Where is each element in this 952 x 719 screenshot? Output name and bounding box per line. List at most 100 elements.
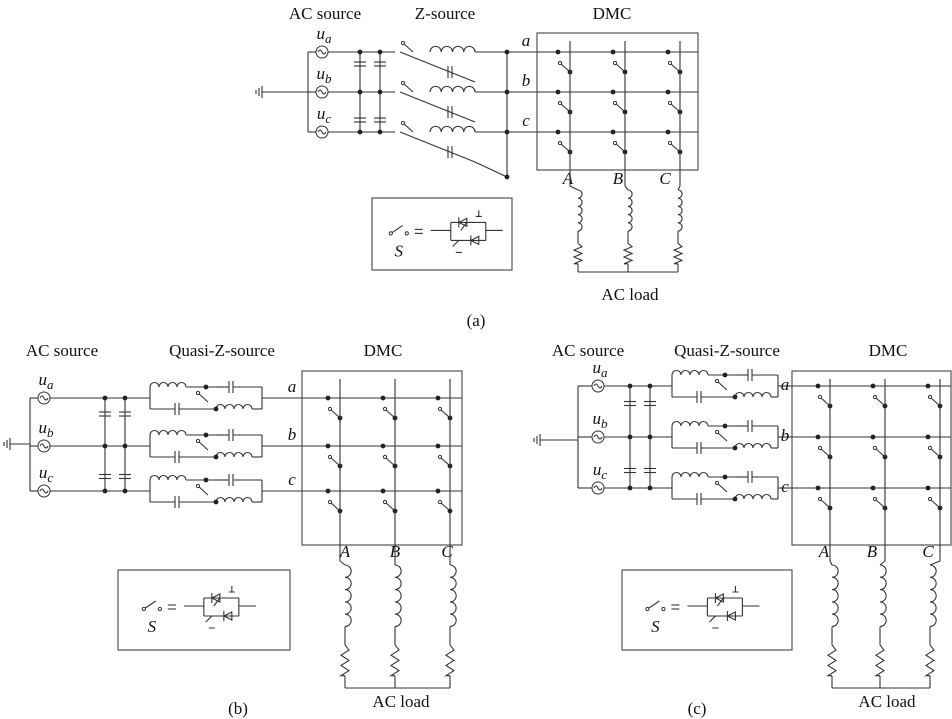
switch-contact <box>328 455 331 458</box>
switch-contact <box>928 395 931 398</box>
switch-contact <box>558 101 561 104</box>
inductor <box>735 444 771 449</box>
source-symbol: u <box>39 370 48 389</box>
switch-contact <box>668 141 671 144</box>
node <box>611 90 616 95</box>
switch-symbol: S <box>395 241 404 260</box>
node <box>378 90 383 95</box>
node <box>556 130 561 135</box>
node <box>204 478 209 483</box>
source-symbol: u <box>317 24 326 43</box>
node <box>556 50 561 55</box>
wire <box>930 561 940 565</box>
source-name: uc <box>317 104 332 126</box>
node <box>381 489 386 494</box>
switch-contact <box>438 455 441 458</box>
switch-contact <box>558 141 561 144</box>
switch-contact <box>873 446 876 449</box>
resistor <box>828 645 836 676</box>
output-phase-label: A <box>562 169 574 188</box>
node <box>871 384 876 389</box>
node <box>505 50 510 55</box>
resistor <box>341 645 349 676</box>
node <box>378 50 383 55</box>
node <box>358 90 363 95</box>
switch-contact <box>389 232 392 235</box>
switch-contact <box>383 500 386 503</box>
transistor <box>453 222 467 252</box>
converter-label: DMC <box>593 4 632 23</box>
source-name: ua <box>317 24 333 46</box>
wire <box>400 92 475 122</box>
switch-contact <box>196 484 199 487</box>
node <box>628 486 633 491</box>
source-label: AC source <box>289 4 361 23</box>
input-phase-label: b <box>288 425 297 444</box>
wire <box>625 186 628 190</box>
output-phase-label: A <box>818 542 830 561</box>
inductor <box>395 565 401 626</box>
node <box>436 396 441 401</box>
inductor <box>832 565 838 626</box>
inductor <box>672 422 708 427</box>
node <box>204 385 209 390</box>
node <box>648 435 653 440</box>
source-label: AC source <box>26 341 98 360</box>
source-label: AC source <box>552 341 624 360</box>
switch-contact <box>401 81 404 84</box>
switch-contact <box>158 607 161 610</box>
input-phase-label: c <box>781 477 789 496</box>
resistor <box>391 645 399 676</box>
load-label: AC load <box>372 692 430 711</box>
switch-contact <box>328 407 331 410</box>
node <box>648 486 653 491</box>
node <box>505 175 510 180</box>
panel-caption: (c) <box>688 699 707 718</box>
node <box>723 373 728 378</box>
node <box>505 130 510 135</box>
output-phase-label: B <box>867 542 878 561</box>
source-subscript: a <box>47 377 54 392</box>
inductor <box>672 473 708 478</box>
source-symbol: u <box>317 64 326 83</box>
node <box>648 384 653 389</box>
resistor <box>624 243 632 263</box>
node <box>666 50 671 55</box>
source-subscript: c <box>601 467 607 482</box>
switch-contact <box>613 61 616 64</box>
load-label: AC load <box>601 285 659 304</box>
wire <box>144 601 156 609</box>
resistor <box>876 645 884 676</box>
node <box>358 130 363 135</box>
switch-contact <box>558 61 561 64</box>
inductor <box>672 371 708 376</box>
switch-contact <box>401 121 404 124</box>
output-phase-label: B <box>613 169 624 188</box>
node <box>103 489 108 494</box>
switch-contact <box>873 497 876 500</box>
resistor <box>574 243 582 263</box>
source-symbol: u <box>39 463 48 482</box>
output-phase-label: C <box>659 169 671 188</box>
node <box>204 433 209 438</box>
switch-inset <box>372 198 512 270</box>
wire <box>880 561 885 565</box>
inductor <box>150 476 186 481</box>
transistor <box>709 598 723 628</box>
transistor <box>229 586 235 592</box>
converter-label: DMC <box>869 341 908 360</box>
inductor <box>628 190 632 231</box>
node <box>723 475 728 480</box>
wire <box>400 132 475 162</box>
source-subscript: b <box>325 71 332 86</box>
inductor <box>678 190 682 231</box>
node <box>103 444 108 449</box>
node <box>123 396 128 401</box>
source-name: ua <box>593 358 609 380</box>
node <box>358 50 363 55</box>
inductor <box>150 431 186 436</box>
source-name: ub <box>593 409 609 431</box>
node <box>816 486 821 491</box>
output-phase-label: C <box>441 542 453 561</box>
switch-contact <box>383 455 386 458</box>
